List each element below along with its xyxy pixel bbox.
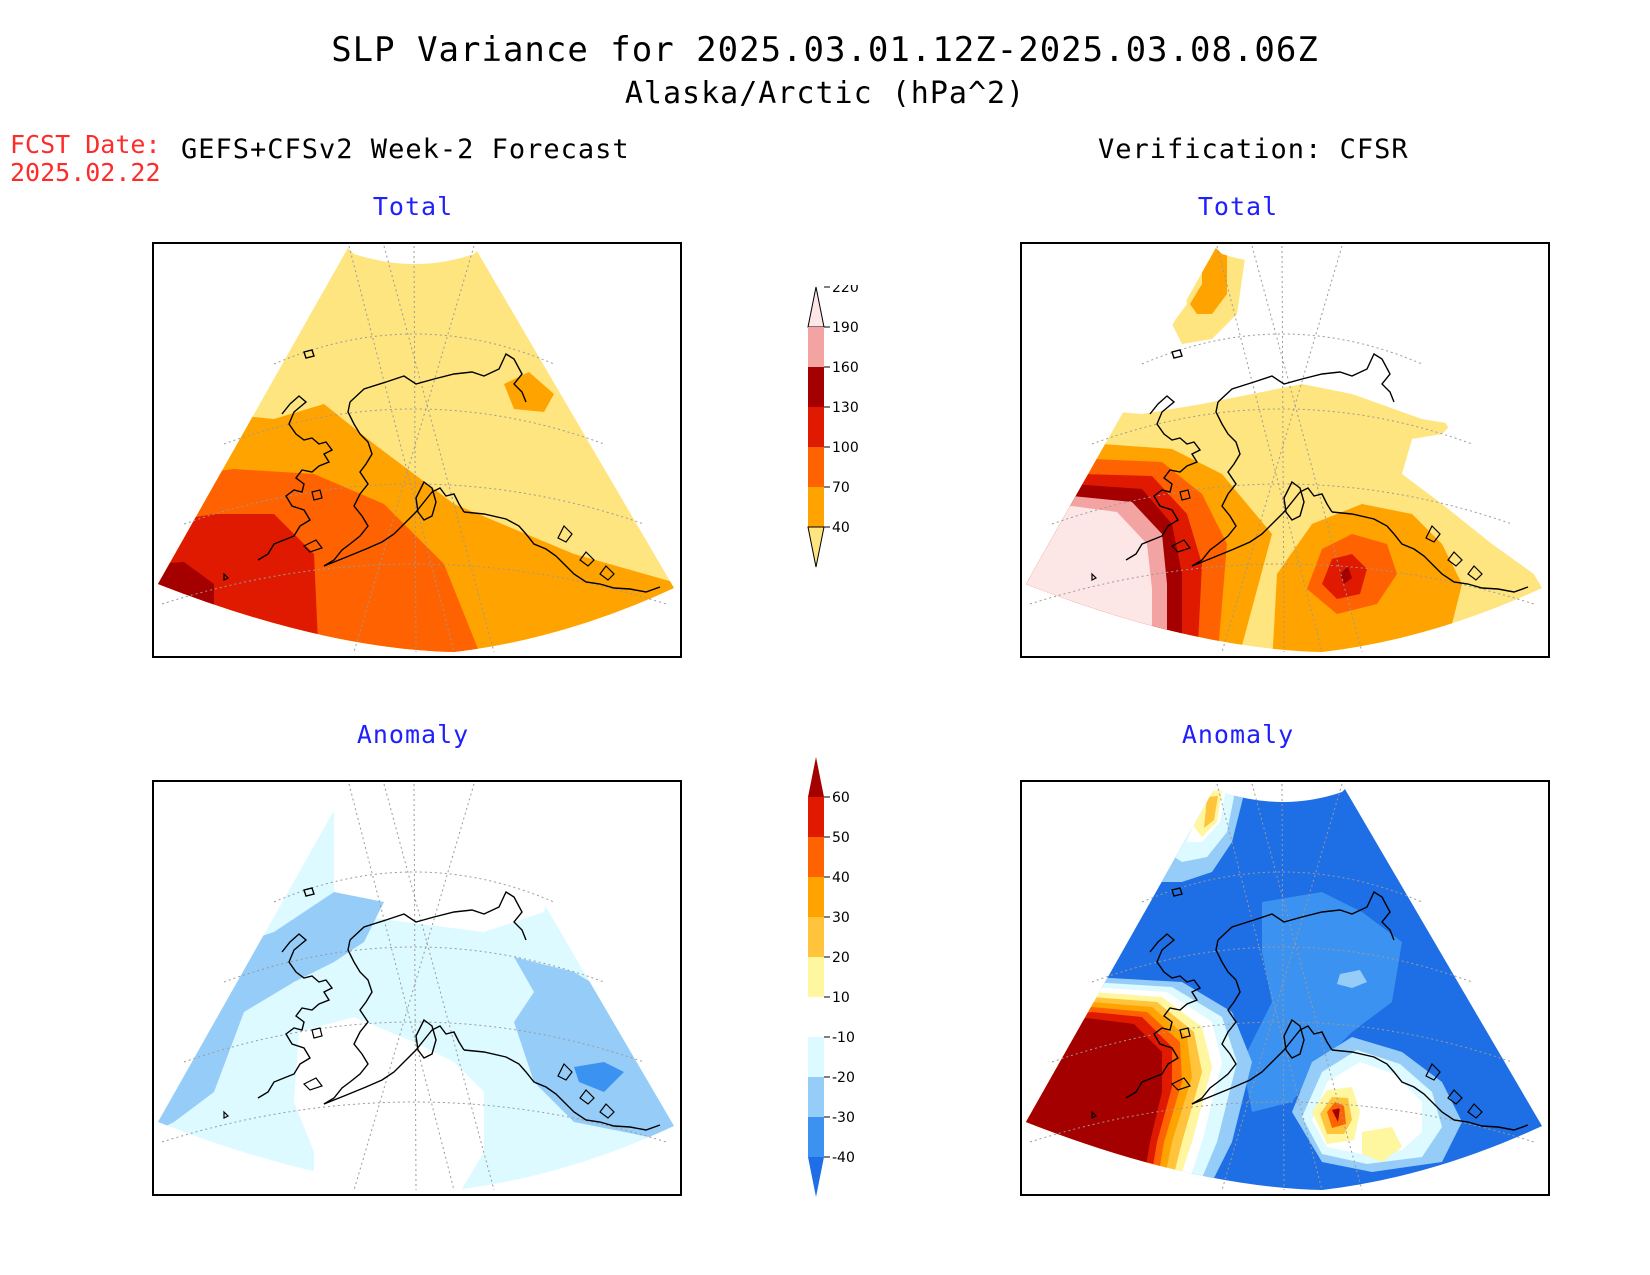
- main-subtitle: Alaska/Arctic (hPa^2): [624, 76, 1026, 111]
- anom-bar-swatch-1: [808, 1117, 824, 1157]
- anom-bar-label-7: 40: [832, 870, 850, 886]
- anom-bar-label-4: 10: [832, 990, 850, 1006]
- verification-anomaly-map-svg: [1026, 783, 1542, 1191]
- total-bar-label-6: 220: [832, 285, 859, 296]
- forecast-anomaly-map: [152, 780, 682, 1196]
- forecast-header: GEFS+CFSv2 Week-2 Forecast: [181, 134, 630, 165]
- total-bar-label-4: 160: [832, 360, 859, 376]
- anom-bar-label-1: -30: [832, 1110, 855, 1126]
- total-bar-label-3: 130: [832, 400, 859, 416]
- anom-bar-label-8: 50: [832, 830, 850, 846]
- total-bar-label-1: 70: [832, 480, 850, 496]
- total-bar-label-2: 100: [832, 440, 859, 456]
- total-bar-swatch-1: [808, 487, 824, 527]
- main-title: SLP Variance for 2025.03.01.12Z-2025.03.…: [331, 30, 1319, 70]
- anom-bar-label-2: -20: [832, 1070, 855, 1086]
- anom-bar-label-3: -10: [832, 1030, 855, 1046]
- verification-total-map-svg: [1026, 245, 1542, 653]
- anom-bar-label-9: 60: [832, 790, 850, 806]
- anom-bar-label-0: -40: [832, 1150, 855, 1166]
- anom-bar-swatch-3: [808, 1037, 824, 1077]
- total-bar-swatch-2: [808, 447, 824, 487]
- forecast-total-map: [152, 242, 682, 658]
- anom-bar-bottom-arrow: [808, 1157, 824, 1197]
- verification-anomaly-map: [1020, 780, 1550, 1196]
- anom-bar-swatch-8: [808, 837, 824, 877]
- fcst-date-value: 2025.02.22: [10, 158, 161, 187]
- forecast-anomaly-title: Anomaly: [356, 720, 470, 749]
- anom-bar-label-5: 20: [832, 950, 850, 966]
- verification-header: Verification: CFSR: [1098, 134, 1409, 165]
- total-bar-label-0: 40: [832, 520, 850, 536]
- anom-bar-label-6: 30: [832, 910, 850, 926]
- anom-bar-swatch-4: [808, 997, 824, 1037]
- anom-bar-swatch-9: [808, 797, 824, 837]
- forecast-total-map-svg: [158, 245, 674, 653]
- anom-bar-swatch-7: [808, 877, 824, 917]
- anom-bar-top-arrow: [808, 757, 824, 797]
- total-bar-bottom-arrow: [807, 526, 825, 568]
- fcst-date-label: FCST Date:: [10, 130, 161, 159]
- anom-bar-swatch-5: [808, 957, 824, 997]
- total-colorbar: 40 70 100 130 160 190 220: [807, 285, 859, 568]
- anom-bar-swatch-2: [808, 1077, 824, 1117]
- forecast-total-title: Total: [372, 192, 454, 221]
- total-bar-swatch-4: [808, 367, 824, 407]
- verification-anomaly-title: Anomaly: [1181, 720, 1295, 749]
- anom-bar-swatch-6: [808, 917, 824, 957]
- total-bar-label-5: 190: [832, 320, 859, 336]
- total-bar-swatch-5: [808, 327, 824, 367]
- total-bar-top-arrow: [807, 286, 825, 328]
- total-bar-swatch-3: [808, 407, 824, 447]
- verification-total-title: Total: [1197, 192, 1279, 221]
- verification-total-map: [1020, 242, 1550, 658]
- anomaly-colorbar: -40 -30 -20 -10 10 20 30 40 50 60: [808, 757, 855, 1197]
- forecast-anomaly-map-svg: [158, 783, 674, 1191]
